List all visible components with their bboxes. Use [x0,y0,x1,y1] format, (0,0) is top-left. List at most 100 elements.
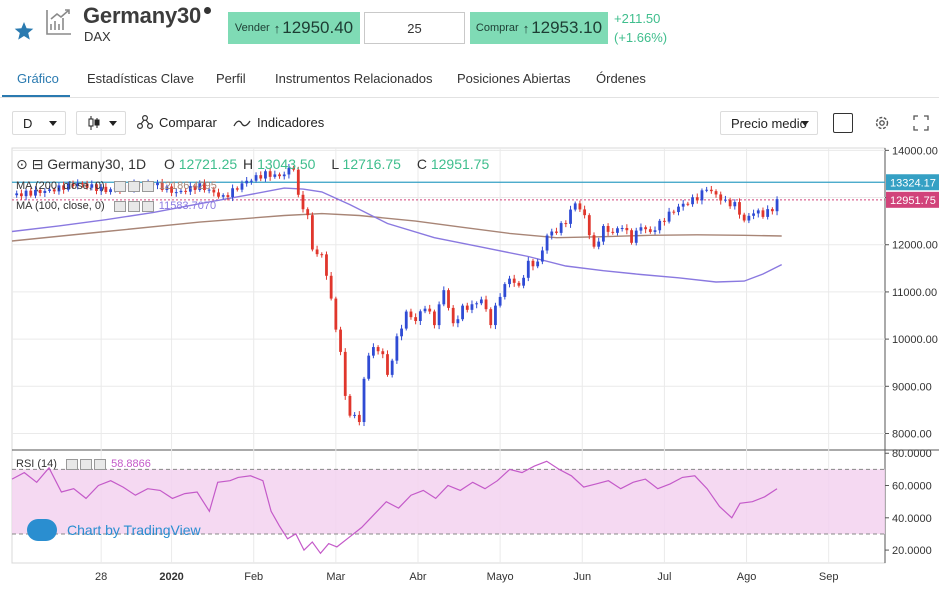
ohlc-legend: ⊙ ⊟ Germany30, 1D O 12721.25 H 13043.50 … [16,156,489,173]
change-percent: (+1.66%) [614,30,668,45]
candle-body [691,197,694,205]
candle-body [357,414,361,423]
sell-arrow-icon: ↑ [273,20,281,36]
candle-body [681,203,685,207]
rsi-legend[interactable]: RSI (14) 58.8866 [16,458,151,470]
candle-body [423,308,427,312]
candle-body [437,304,441,326]
tab-perfil[interactable]: Perfil [216,71,246,86]
favorite-star-icon[interactable] [13,20,35,42]
watermark-text: Chart by TradingView [67,522,201,538]
candle-body [329,275,333,299]
settings-icon[interactable] [127,180,140,192]
candle-body [601,225,605,242]
price-badge [886,174,939,191]
indicators-button[interactable]: Indicadores [257,115,325,130]
x-tick-label: Ago [737,571,757,583]
quantity-input[interactable] [364,12,465,44]
candle-body [559,223,563,233]
candle-body [174,192,178,194]
eye-icon[interactable] [113,200,126,212]
candle-body [381,351,385,355]
candle-body [203,183,206,191]
candle-body [282,174,286,177]
candle-body [207,189,211,191]
candle-body [372,347,375,356]
candle-body [620,228,624,230]
compare-button[interactable]: Comparar [159,115,217,130]
settings-icon[interactable] [127,200,140,212]
close-icon[interactable] [141,200,154,212]
tab-instrumentos-relacionados[interactable]: Instrumentos Relacionados [275,71,433,86]
tab-posiciones-abiertas[interactable]: Posiciones Abiertas [457,71,571,86]
close-icon[interactable] [141,180,154,192]
candle-body [738,202,741,215]
tab-estadisticas-clave[interactable]: Estadísticas Clave [87,71,194,86]
candle-body [756,210,760,214]
rsi-tick-label: 60.0000 [892,481,932,493]
candle-body [66,183,70,190]
ma100-legend[interactable]: MA (100, close, 0) 11583.7070 [16,200,216,212]
y-tick-label: 11000.00 [892,287,937,299]
candle-body [85,183,89,188]
rsi-tick-label: 20.0000 [892,545,932,557]
candle-body [160,182,164,190]
y-tick-label: 12000.00 [892,240,938,252]
instrument-tabs: Gráfico Estadísticas Clave Perfil Instru… [0,64,939,98]
candle-body [19,193,23,197]
ma200-value: 12186.4295 [158,180,217,192]
compare-icon[interactable] [136,114,154,132]
high-label: H [243,156,254,172]
candle-body [109,189,112,193]
candle-body [564,223,568,225]
candle-body [634,230,638,243]
active-tab-indicator [2,95,70,97]
candle-body [705,189,709,191]
candle-body [517,282,521,286]
chevron-down-icon [49,121,57,126]
buy-button[interactable]: Comprar ↑ 12953.10 [470,12,608,44]
eye-icon[interactable] [113,180,126,192]
candle-body [677,206,680,213]
sell-label: Vender [234,22,270,34]
candle-body [62,185,66,190]
ma200-legend[interactable]: MA (200, close, 0) 12186.4295 [16,180,217,192]
y-tick-label: 9000.00 [892,381,932,393]
interval-value: D [23,115,33,131]
buy-price: 12953.10 [531,18,603,37]
settings-icon[interactable] [80,458,93,470]
candle-body [343,351,347,396]
eye-icon[interactable] [66,458,79,470]
candle-body [630,230,633,243]
x-tick-label: Mar [326,571,345,583]
ma200-label: MA (200, close, 0) [16,180,105,192]
tab-ordenes[interactable]: Órdenes [596,71,646,86]
candle-body [254,175,258,181]
price-mode-select[interactable]: Precio medio [720,111,818,135]
chart-type-select[interactable] [76,111,126,135]
collapse-icon[interactable]: ⊙ ⊟ [16,156,48,172]
ma100-value: 11583.7070 [158,200,217,212]
candle-body [470,304,474,310]
indicators-icon[interactable] [233,114,251,132]
close-icon[interactable] [94,458,107,470]
candle-body [616,228,619,233]
candle-body [24,190,28,197]
candle-body [292,167,296,170]
ma200-line [11,212,782,242]
fullscreen-square-icon[interactable] [833,113,853,133]
candle-body [193,186,197,190]
tradingview-watermark[interactable]: Chart by TradingView [27,519,201,541]
candle-body [179,190,183,193]
candle-body [367,355,371,379]
candle-body [320,254,324,256]
market-status-dot [204,7,211,14]
candle-body [606,225,610,232]
candle-body [273,174,277,177]
tab-grafico[interactable]: Gráfico [17,71,59,86]
expand-icon[interactable] [912,114,930,132]
gear-icon[interactable] [873,114,891,132]
sell-button[interactable]: Vender ↑ 12950.40 [228,12,360,44]
interval-select[interactable]: D [12,111,66,135]
